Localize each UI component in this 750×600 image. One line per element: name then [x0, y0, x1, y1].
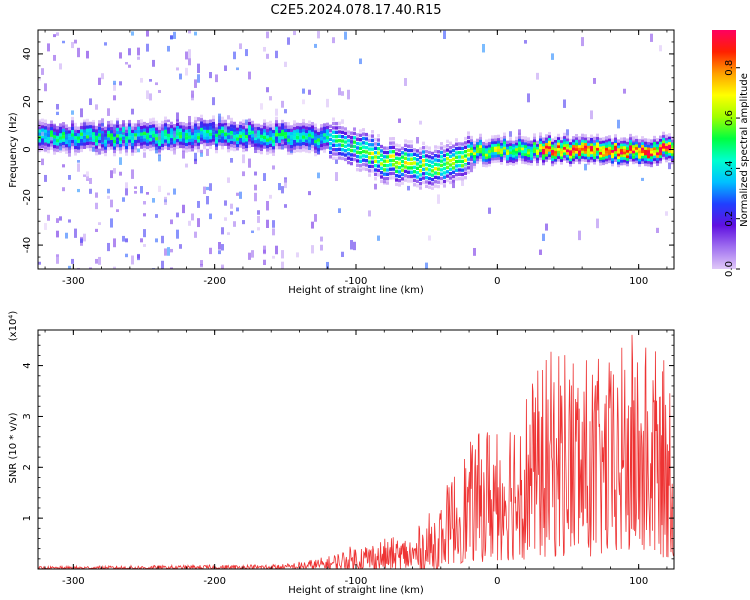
heatmap-y-label: Frequency (Hz): [8, 112, 19, 188]
colorbar-tick-label: 0.8: [724, 60, 735, 76]
y-tick-label: 0: [22, 146, 33, 152]
x-tick-label: -300: [62, 276, 85, 287]
x-tick-label: 100: [629, 276, 648, 287]
x-tick-label: -100: [345, 276, 368, 287]
heatmap-x-label: Height of straight line (km): [288, 285, 424, 296]
colorbar-tick-label: 0.2: [724, 211, 735, 227]
colorbar-label: Normalized spectral amplitude: [739, 73, 750, 227]
snr-y-ticks: 1 2 3 4: [22, 334, 674, 560]
heatmap-cells: [38, 30, 674, 269]
y-tick-label: 40: [22, 48, 33, 61]
snr-y-multiplier: (x10⁴): [8, 311, 19, 342]
y-tick-label: 2: [22, 464, 33, 470]
snr-x-ticks: -300 -200 -100 0 100: [44, 330, 668, 587]
x-tick-label: -300: [62, 576, 85, 587]
heatmap-y-ticks: -40 -20 0 20 40: [22, 29, 674, 270]
colorbar-scale: [712, 30, 736, 269]
snr-series-line: [38, 334, 674, 569]
y-tick-label: 20: [22, 95, 33, 108]
x-tick-label: 0: [494, 276, 500, 287]
x-tick-label: 0: [494, 576, 500, 587]
y-tick-label: -40: [22, 237, 33, 253]
snr-panel: -300 -200 -100 0 100 1 2 3 4 Height of straight…: [8, 311, 675, 596]
colorbar-tick-label: 0.0: [724, 261, 735, 277]
y-tick-label: 3: [22, 413, 33, 419]
x-tick-label: 100: [629, 576, 648, 587]
colorbar: 0.0 0.2 0.4 0.6 0.8 Normalized spectral ampl…: [712, 30, 750, 277]
colorbar-tick-label: 0.6: [724, 110, 735, 126]
snr-plot-area: [38, 330, 674, 569]
snr-y-label: SNR (10 * v/v): [8, 412, 19, 483]
y-tick-label: -20: [22, 189, 33, 205]
y-tick-label: 1: [22, 515, 33, 521]
heatmap-x-ticks: -300 -200 -100 0 100: [44, 30, 668, 287]
x-tick-label: -200: [203, 576, 226, 587]
x-tick-label: -200: [203, 276, 226, 287]
y-tick-label: 4: [22, 362, 33, 368]
x-tick-label: -100: [345, 576, 368, 587]
chart-title: C2E5.2024.078.17.40.R15: [270, 3, 441, 18]
snr-x-label: Height of straight line (km): [288, 585, 424, 596]
colorbar-tick-label: 0.4: [724, 160, 735, 176]
colorbar-ticks: 0.0 0.2 0.4 0.6 0.8: [724, 60, 740, 277]
